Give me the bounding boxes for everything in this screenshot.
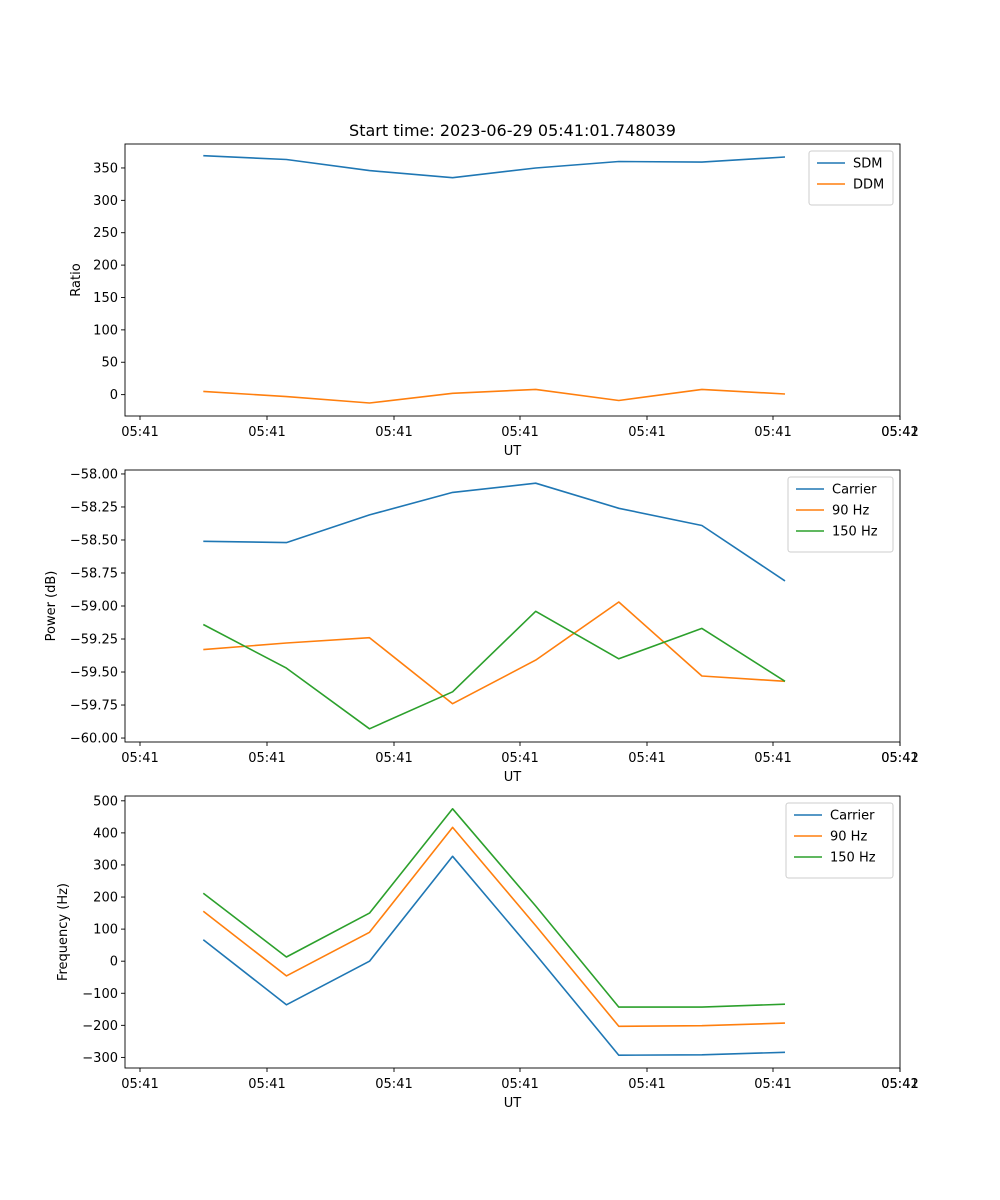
y-tick-label: 200 [93,891,118,906]
x-tick-label: 05:41 [375,1077,412,1092]
series-group [203,154,786,404]
axes-frame [124,795,901,1069]
y-tick-label: 300 [93,194,118,209]
legend-entry: 90 Hz [830,830,867,845]
legend-box [785,802,894,879]
x-tick-label: 05:41 [121,751,158,766]
x-axis-label: UT [504,770,522,785]
chart-panel-2: −60.00 −59.75 −59.50 −59.25 −59.00 −58.75 −58.… [44,467,919,785]
chart-panel-1: Start time: 2023-06-29 05:41:01.74803905… [69,121,919,459]
y-tick-label: −60.00 [70,732,118,747]
x-tick-label: 05:41 [881,751,918,766]
y-tick-label: −59.50 [70,666,118,681]
series-group [202,807,786,1056]
x-tick-label: 05:41 [375,425,412,440]
y-axis-label: Power (dB) [44,571,59,642]
x-tick-label: 05:42 [881,1077,918,1092]
chart-title: Start time: 2023-06-29 05:41:01.748039 [349,121,676,140]
series-line-150-hz [202,807,786,1008]
legend-entry: DDM [853,178,884,193]
series-line-90-hz [203,601,786,705]
legend: SDM DDM [808,150,894,206]
x-tick-label: 05:41 [248,1077,285,1092]
x-axis-label: UT [504,1096,522,1111]
y-tick-label: 200 [93,259,118,274]
series-line-ddm [203,388,786,404]
y-axis-label: Ratio [69,263,84,296]
x-tick-label: 05:41 [375,751,412,766]
x-tick-label: 05:41 [501,1077,538,1092]
x-tick-label: 05:41 [628,751,665,766]
y-tick-label: 350 [93,161,118,176]
y-tick-label: 50 [101,356,118,371]
legend-box [787,476,894,553]
y-tick-label: −100 [82,987,118,1002]
x-tick-label: 05:41 [121,1077,158,1092]
y-tick-label: −59.75 [70,699,118,714]
x-tick-label: 05:41 [628,425,665,440]
y-tick-label: −58.25 [70,500,118,515]
y-tick-label: −59.25 [70,633,118,648]
x-tick-label: 05:41 [501,425,538,440]
legend-entry: Carrier [832,483,877,498]
y-tick-label: 0 [110,955,118,970]
y-tick-label: −58.75 [70,566,118,581]
x-tick-label: 05:41 [881,1077,918,1092]
x-tick-label: 05:41 [501,751,538,766]
series-line-150-hz [202,610,786,730]
legend: Carrier 90 Hz 150 Hz [785,802,894,879]
y-tick-label: −58.00 [70,467,118,482]
y-tick-label: 100 [93,923,118,938]
legend-box [808,150,894,206]
x-tick-label: 05:41 [754,1077,791,1092]
axes-frame [124,143,901,417]
x-tick-label: 05:41 [121,425,158,440]
y-tick-label: −58.50 [70,533,118,548]
panels: Start time: 2023-06-29 05:41:01.74803905… [44,121,919,1111]
y-tick-label: −59.00 [70,600,118,615]
series-group [202,482,786,730]
series-line-carrier [202,855,786,1056]
y-tick-label: 0 [110,388,118,403]
y-tick-label: −300 [82,1051,118,1066]
x-tick-label: 05:42 [881,425,918,440]
series-line-carrier [203,482,786,582]
x-tick-label: 05:41 [881,425,918,440]
x-tick-label: 05:41 [248,425,285,440]
x-tick-label: 05:41 [628,1077,665,1092]
legend: Carrier 90 Hz 150 Hz [787,476,894,553]
y-tick-label: 150 [93,291,118,306]
legend-entry: 90 Hz [832,504,869,519]
x-tick-label: 05:41 [754,425,791,440]
y-axis-label: Frequency (Hz) [56,883,71,981]
series-line-90-hz [202,826,786,1028]
legend-entry: Carrier [830,809,875,824]
legend-entry: 150 Hz [830,851,876,866]
x-tick-label: 05:41 [754,751,791,766]
y-tick-label: −200 [82,1019,118,1034]
legend-entry: SDM [853,157,882,172]
series-line-sdm [203,154,786,179]
y-tick-label: 400 [93,826,118,841]
x-tick-label: 05:42 [881,751,918,766]
y-tick-label: 300 [93,858,118,873]
y-tick-label: 500 [93,794,118,809]
y-tick-label: 250 [93,226,118,241]
x-tick-label: 05:41 [248,751,285,766]
x-axis-label: UT [504,444,522,459]
y-tick-label: 100 [93,323,118,338]
legend-entry: 150 Hz [832,525,878,540]
